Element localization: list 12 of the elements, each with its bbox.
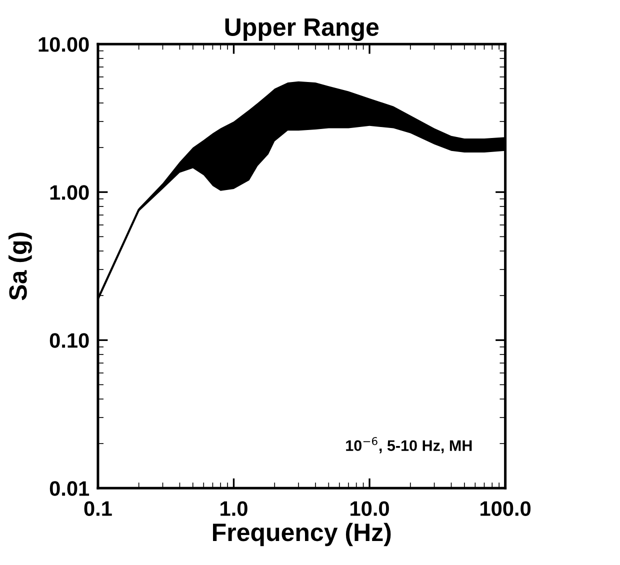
x-tick-label: 0.1 xyxy=(84,501,112,516)
y-tick-label: 10.00 xyxy=(38,37,89,52)
x-tick-label: 10.0 xyxy=(350,501,389,516)
y-tick-label: 0.01 xyxy=(50,481,90,496)
x-axis-title: Frequency (Hz) xyxy=(213,522,391,546)
y-axis-title: Sa (g) xyxy=(8,232,32,300)
x-tick-label: 1.0 xyxy=(220,501,248,516)
chart-title: Upper Range xyxy=(225,18,379,42)
y-tick-label: 0.10 xyxy=(50,333,89,348)
y-tick-label: 1.00 xyxy=(50,185,89,200)
annotation: 10$^{−6}$, 5-10 Hz, MH xyxy=(346,437,472,454)
x-tick-label: 100.0 xyxy=(480,501,531,516)
